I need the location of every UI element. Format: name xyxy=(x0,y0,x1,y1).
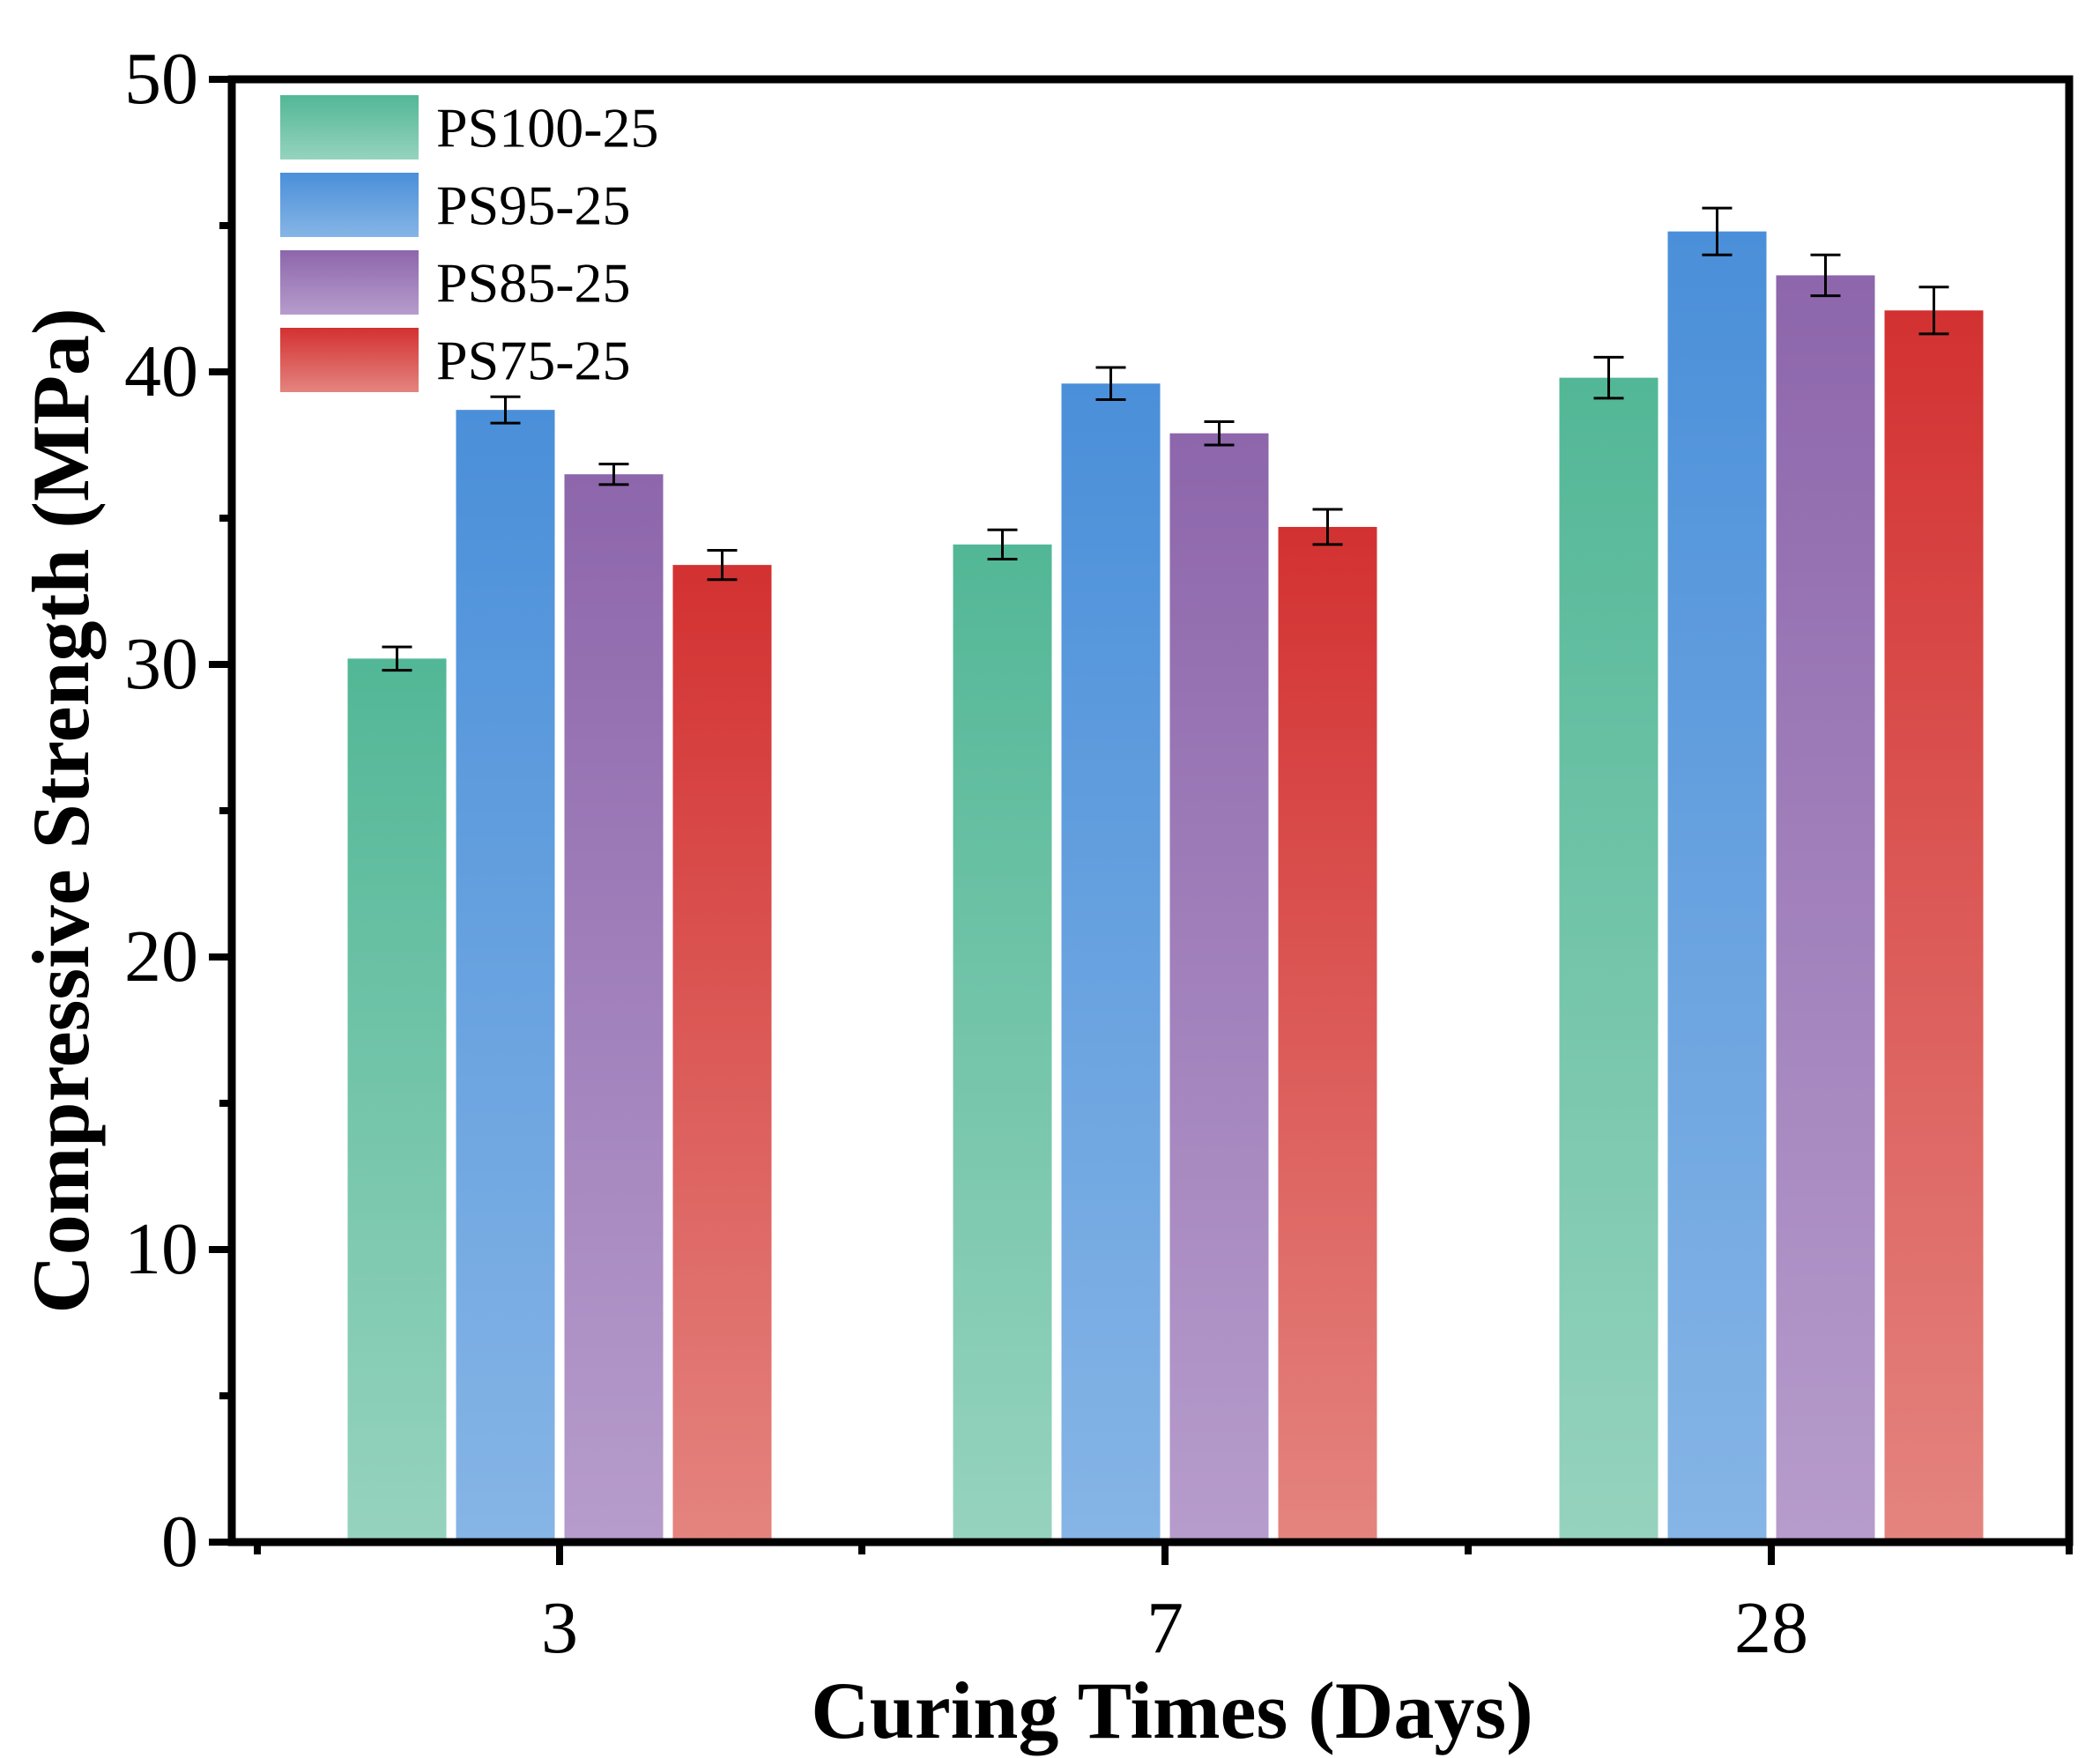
x-tick-label-3: 3 xyxy=(541,1587,578,1669)
legend-swatch-PS100-25 xyxy=(280,95,419,159)
legend-label-PS100-25: PS100-25 xyxy=(436,97,659,159)
bar-PS85-25-day-28 xyxy=(1776,275,1875,1543)
legend-item-PS75-25: PS75-25 xyxy=(280,328,631,392)
bar-PS95-25-day-28 xyxy=(1667,231,1767,1542)
x-tick-label-28: 28 xyxy=(1734,1587,1808,1669)
legend-label-PS95-25: PS95-25 xyxy=(436,174,631,237)
error-bar-PS95-25-day-3 xyxy=(490,395,521,425)
x-ticks: 3 7 28 xyxy=(254,1542,2073,1669)
legend-label-PS75-25: PS75-25 xyxy=(436,330,631,392)
bar-PS75-25-day-7 xyxy=(1278,526,1377,1543)
bar-PS100-25-day-3 xyxy=(347,658,447,1542)
error-bar-PS100-25-day-28 xyxy=(1593,355,1624,400)
legend-item-PS95-25: PS95-25 xyxy=(280,173,631,237)
error-bar-PS100-25-day-7 xyxy=(987,528,1018,560)
x-axis-title: Curing Times (Days) xyxy=(811,1665,1533,1755)
y-ticks: 0 10 20 30 40 50 xyxy=(124,38,232,1583)
bar-PS100-25-day-28 xyxy=(1559,377,1658,1542)
legend-swatch-PS95-25 xyxy=(280,173,419,237)
legend: PS100-25 PS95-25 PS85-25 PS75-25 xyxy=(280,95,659,392)
legend-item-PS85-25: PS85-25 xyxy=(280,250,631,315)
error-bar-PS85-25-day-7 xyxy=(1204,419,1235,447)
y-tick-label-40: 40 xyxy=(124,330,198,412)
error-bar-PS85-25-day-3 xyxy=(598,463,629,486)
bars-layer xyxy=(347,231,1984,1543)
legend-label-PS85-25: PS85-25 xyxy=(436,252,631,315)
bar-PS75-25-day-3 xyxy=(672,565,772,1542)
y-tick-label-30: 30 xyxy=(124,623,198,705)
legend-item-PS100-25: PS100-25 xyxy=(280,95,659,159)
bar-PS95-25-day-7 xyxy=(1061,383,1161,1542)
error-bar-PS95-25-day-7 xyxy=(1095,366,1126,402)
error-bar-PS75-25-day-7 xyxy=(1312,508,1343,546)
y-tick-label-10: 10 xyxy=(124,1208,198,1290)
bar-PS85-25-day-7 xyxy=(1169,433,1269,1543)
y-axis-title: Compressive Strength (MPa) xyxy=(16,308,106,1313)
bar-PS100-25-day-7 xyxy=(953,544,1052,1542)
error-bar-PS100-25-day-3 xyxy=(382,645,412,672)
error-bar-PS75-25-day-3 xyxy=(707,549,738,582)
error-bar-PS85-25-day-28 xyxy=(1810,253,1841,298)
y-tick-label-0: 0 xyxy=(161,1501,198,1583)
error-bar-PS75-25-day-28 xyxy=(1918,286,1949,336)
legend-swatch-PS75-25 xyxy=(280,328,419,392)
bar-PS85-25-day-3 xyxy=(564,474,664,1543)
x-tick-label-7: 7 xyxy=(1146,1587,1184,1669)
y-tick-label-50: 50 xyxy=(124,38,198,120)
error-bar-PS95-25-day-28 xyxy=(1702,206,1733,256)
bar-PS75-25-day-28 xyxy=(1884,310,1984,1542)
y-tick-label-20: 20 xyxy=(124,916,198,998)
bar-PS95-25-day-3 xyxy=(456,410,555,1542)
error-bars-layer xyxy=(382,206,1949,672)
legend-swatch-PS85-25 xyxy=(280,250,419,315)
